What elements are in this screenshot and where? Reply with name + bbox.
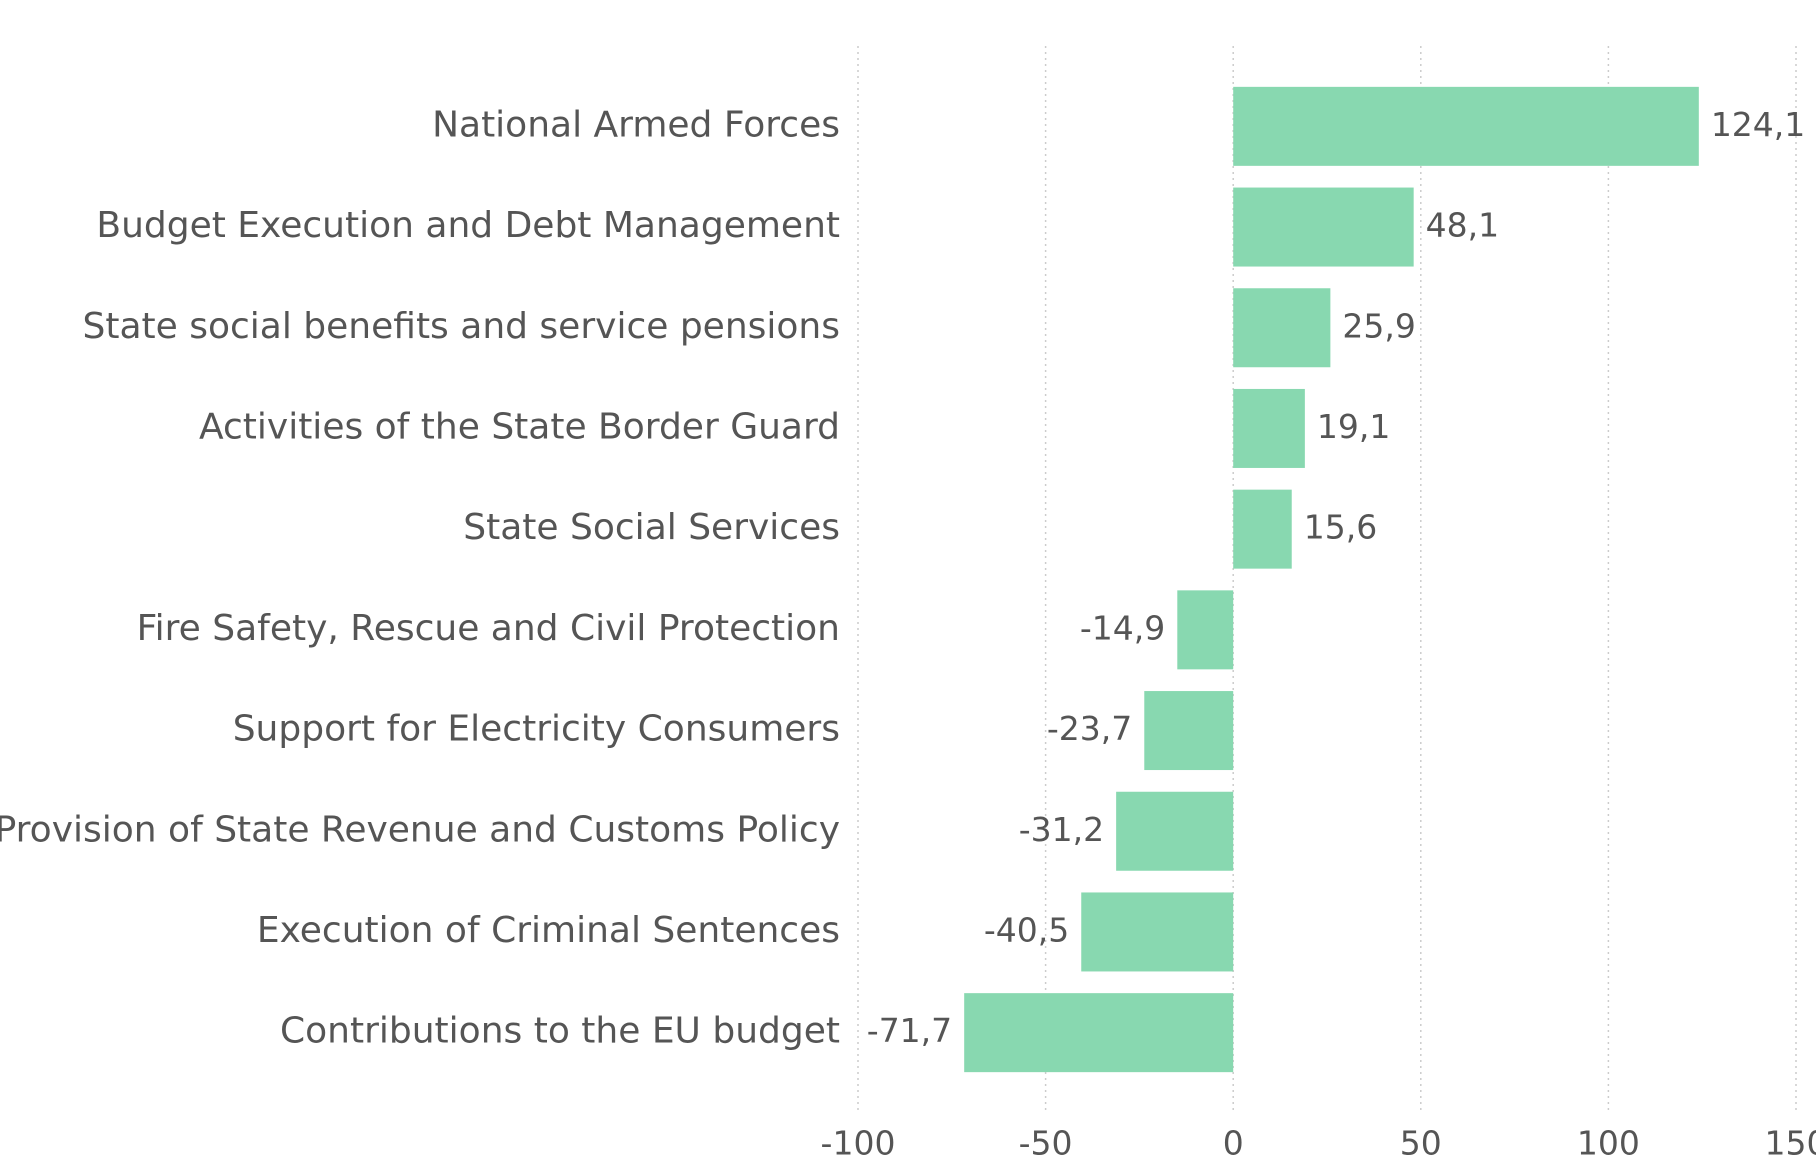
category-label: Provision of State Revenue and Customs P… (0, 809, 840, 850)
category-label: Fire Safety, Rescue and Civil Protection (137, 608, 840, 649)
category-label: Budget Execution and Debt Management (96, 205, 840, 246)
category-label: Activities of the State Border Guard (199, 406, 840, 447)
x-tick-label: 150 (1765, 1124, 1816, 1163)
x-tick-label: -50 (1019, 1124, 1073, 1163)
category-label: Execution of Criminal Sentences (257, 910, 840, 951)
x-tick-label: 0 (1223, 1124, 1244, 1163)
value-label: -23,7 (1047, 709, 1132, 748)
bar (1233, 86, 1699, 166)
category-label: Support for Electricity Consumers (233, 709, 840, 750)
bar (1233, 187, 1414, 267)
value-label: -71,7 (867, 1011, 952, 1050)
value-label: 25,9 (1342, 306, 1415, 345)
bar (1177, 590, 1234, 670)
bar (1233, 489, 1292, 569)
x-tick-label: 50 (1400, 1124, 1442, 1163)
category-label: State social benefits and service pensio… (82, 306, 840, 347)
value-label: -40,5 (984, 910, 1069, 949)
x-tick-label: 100 (1577, 1124, 1640, 1163)
value-label: 15,6 (1304, 508, 1377, 547)
value-label: 19,1 (1317, 407, 1390, 446)
value-label: -14,9 (1080, 608, 1165, 647)
category-label: Contributions to the EU budget (280, 1011, 840, 1052)
category-label: State Social Services (463, 507, 840, 548)
value-label: -31,2 (1019, 810, 1104, 849)
bar (1116, 791, 1234, 871)
value-label: 48,1 (1426, 206, 1499, 245)
category-label: National Armed Forces (432, 104, 840, 145)
bar (1081, 892, 1234, 972)
bar (1233, 288, 1331, 368)
value-label: 124,1 (1711, 105, 1805, 144)
bar (964, 993, 1234, 1073)
bar (1233, 388, 1305, 468)
bar (1144, 691, 1234, 771)
x-tick-label: -100 (821, 1124, 896, 1163)
